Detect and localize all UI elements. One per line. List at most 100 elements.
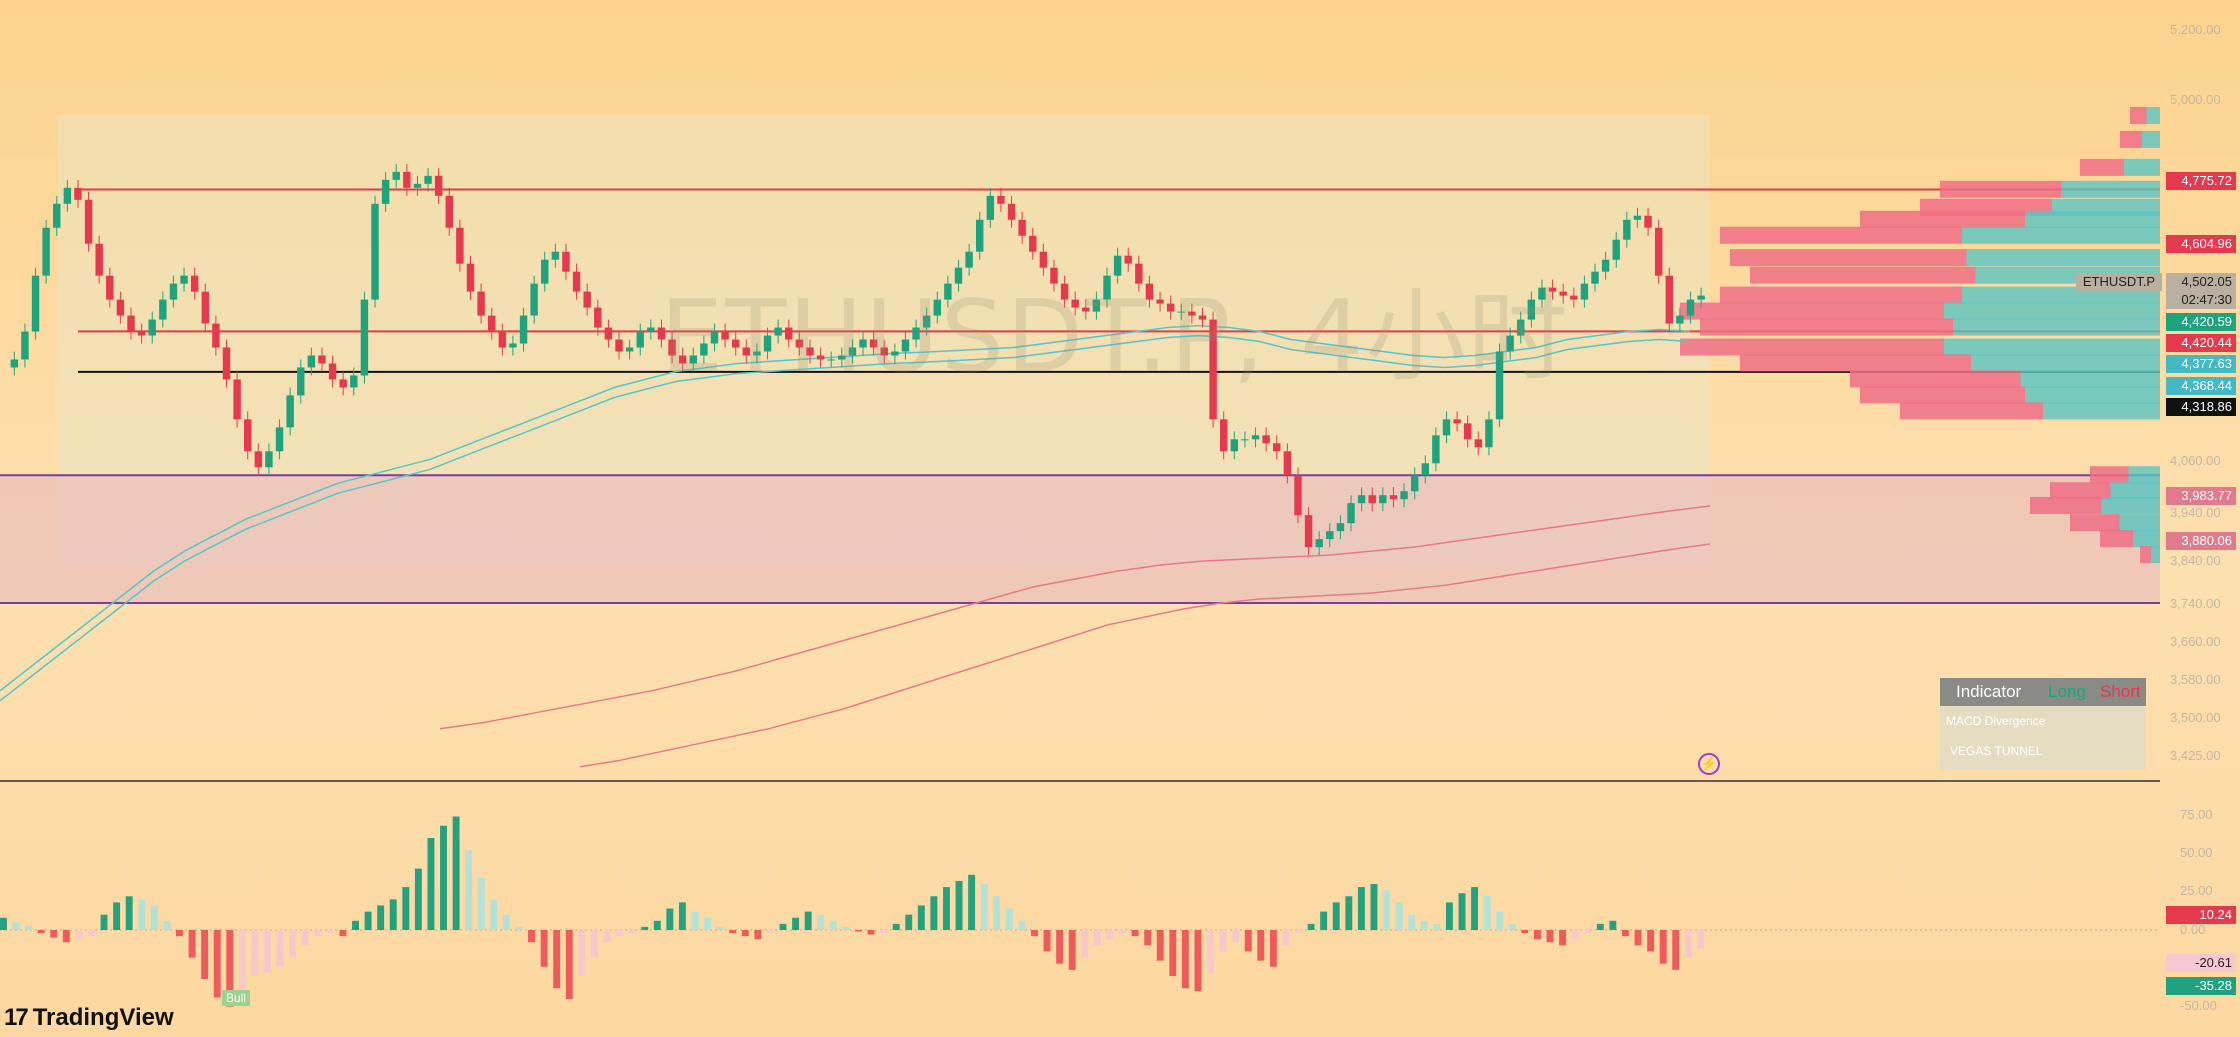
candle-body [1082,307,1090,312]
candle-body [859,339,867,348]
macd-bar [1269,930,1277,967]
price-label: 4,420.44 [2166,334,2236,352]
macd-bar [1332,902,1340,930]
candle-body [732,339,740,348]
macd-bar [1458,893,1466,930]
macd-bar [465,850,473,930]
macd-bar [1031,930,1038,937]
macd-bar [528,930,536,943]
candle-body [1188,311,1196,316]
macd-bar [502,914,510,930]
candle-body [1156,299,1164,304]
volume-profile-bar-sell [2030,496,2102,514]
macd-bar [666,908,674,930]
candle-body [1548,287,1557,292]
price-axis-tick: 5,000.00 [2170,92,2221,107]
candle-body [509,343,517,348]
macd-bar [1408,914,1416,930]
indicator-row-vegas: VEGAS TUNNEL [1950,744,2043,758]
candle-body [445,195,453,228]
candle-body [615,339,623,352]
macd-bar [1496,911,1504,930]
lightning-icon[interactable]: ⚡ [1698,753,1720,775]
candle-body [1432,435,1440,464]
macd-bar [50,930,58,938]
candle-body [95,243,103,276]
tradingview-logo[interactable]: 17 TradingView [4,1004,174,1032]
candle-body [1029,235,1037,252]
candle-body [1389,495,1398,500]
candle-body [976,219,984,252]
candle-body [254,451,263,468]
candle-body [466,263,475,292]
candle-body [710,331,719,344]
candle-body [53,203,61,228]
macd-bar [0,917,7,930]
candle-body [912,327,920,340]
ema-long-line-a [439,505,1711,730]
volume-profile-bar-sell [2070,514,2120,532]
macd-bar [704,917,712,930]
macd-bar [1295,930,1302,934]
macd-bar [641,926,649,930]
macd-bar [37,930,45,934]
macd-bar [1156,930,1164,961]
macd-bar [352,920,359,930]
candle-body [604,327,613,340]
candle-body [838,355,846,360]
candle-body [190,275,199,292]
candle-body [933,299,941,316]
macd-bar [993,896,1001,930]
macd-value-label: 10.24 [2166,906,2236,924]
macd-bar [980,884,988,930]
macd-bar [226,930,234,1007]
candle-body [1644,215,1652,228]
macd-axis-tick: -50.00 [2180,998,2217,1013]
volume-profile-bar-buy [1944,302,2160,320]
volume-profile-bar-sell [1900,402,2043,420]
candle-body [1251,435,1260,440]
volume-profile-bar-buy [1966,249,2160,267]
macd-value-label: -35.28 [2166,977,2236,995]
macd-bar [1357,887,1365,930]
candle-body [1135,263,1143,284]
symbol-tag: ETHUSDT.P [2076,273,2162,291]
macd-bar [1533,930,1541,940]
candle-body [456,227,464,264]
candle-body [381,179,390,204]
macd-bar [1244,930,1252,952]
volume-profile-bar-sell [2120,130,2142,148]
macd-bar [12,922,20,930]
macd-bar [829,920,837,930]
macd-bar [1207,930,1214,973]
indicator-panel-title: Indicator [1956,682,2022,701]
macd-histogram [0,816,1705,1007]
candle-body [986,195,995,220]
candle-body [869,339,878,348]
candle-body [541,259,549,284]
price-axis-tick: 5,200.00 [2170,22,2221,37]
candle-body [74,187,82,200]
volume-profile-bar-sell [2130,106,2147,124]
candle-body [689,355,697,364]
candle-body [795,339,804,348]
candle-body [21,331,29,360]
current-price-label: 4,502.05 [2166,273,2236,291]
price-axis-tick: 3,660.00 [2170,634,2221,649]
candle-body [1198,315,1207,320]
macd-bar [540,930,548,967]
macd-bar [1621,930,1629,937]
candle-body [1697,295,1705,300]
macd-bar [1320,911,1328,930]
macd-bar [1672,930,1680,970]
candle-body [827,359,835,361]
macd-bar [905,914,913,930]
macd-bar [1483,896,1491,930]
bull-label: Bull [222,990,251,1006]
macd-bar [1081,930,1089,958]
price-label: 4,318.86 [2166,398,2236,416]
macd-bar [779,923,787,930]
volume-profile-bar-sell [1680,302,1944,320]
price-axis-tick: 3,940.00 [2170,505,2221,520]
